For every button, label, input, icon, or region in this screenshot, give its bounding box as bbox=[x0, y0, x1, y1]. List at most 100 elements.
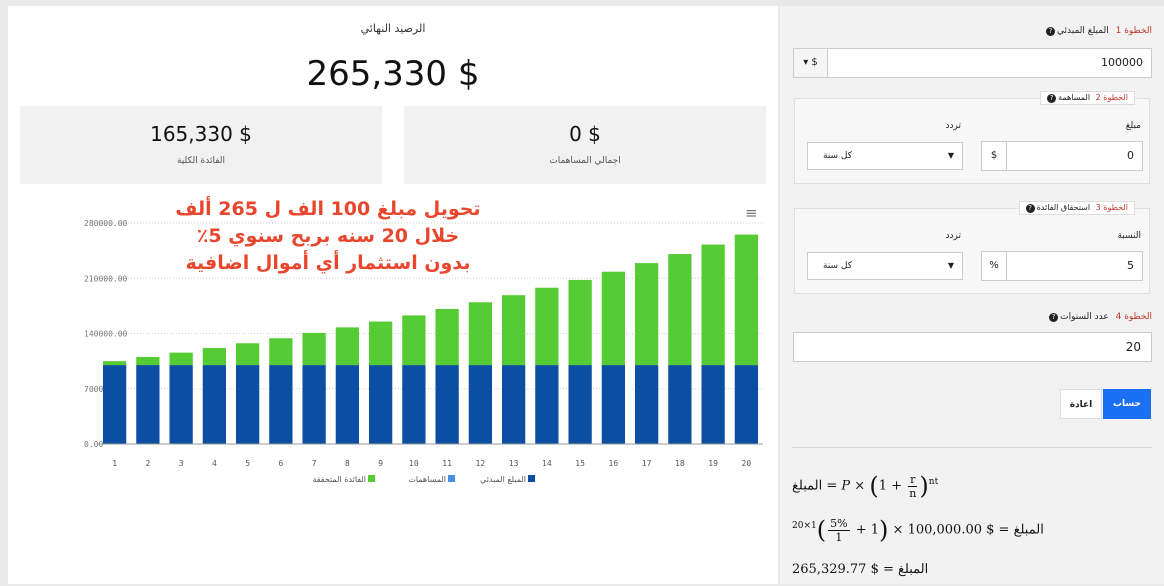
caret-down-icon: ▼ bbox=[947, 151, 954, 160]
formula-substituted: المبلغ = $ 100,000.00 × (1 + 5% 1)1×20 bbox=[792, 516, 1044, 544]
y-tick-label: 0.00 bbox=[84, 440, 103, 449]
bar-segment bbox=[202, 365, 227, 444]
currency-symbol: $ bbox=[811, 57, 818, 68]
bar-segment bbox=[235, 365, 260, 444]
caret-down-icon: ▾ bbox=[803, 57, 809, 68]
step3-title: الخطوة 3 استحقاق الفائدة? bbox=[1018, 201, 1135, 215]
step2-label: المساهمة bbox=[1058, 93, 1091, 102]
currency-dropdown[interactable]: ▾ $ bbox=[793, 48, 827, 78]
x-tick-label: 14 bbox=[542, 459, 552, 468]
interest-rate-input[interactable]: 5 bbox=[1007, 251, 1143, 281]
bar-segment bbox=[169, 352, 193, 366]
formula-general-exponent: nt bbox=[928, 477, 939, 488]
formula-substituted-n: 1 bbox=[835, 530, 843, 544]
step4-number: الخطوة 4 bbox=[1115, 312, 1152, 322]
bar-segment bbox=[202, 348, 227, 366]
bar-segment bbox=[535, 287, 559, 366]
legend-label: المبلغ المبدئي bbox=[480, 475, 526, 484]
x-tick-label: 17 bbox=[642, 459, 652, 468]
initial-amount-input[interactable]: 100000 bbox=[827, 48, 1152, 78]
bar-segment bbox=[235, 343, 260, 366]
contribution-frequency-select[interactable]: كل سنة ▼ bbox=[807, 142, 963, 170]
final-balance-value: 265,330 $ bbox=[306, 54, 480, 94]
divider bbox=[792, 447, 1152, 448]
legend-label: المساهمات bbox=[408, 475, 446, 484]
x-tick-label: 11 bbox=[442, 459, 452, 468]
results-panel: الرصيد النهائي 265,330 $ 165,330 $ الفائ… bbox=[8, 6, 778, 584]
total-interest-card: 165,330 $ الفائدة الكلية bbox=[20, 106, 382, 184]
step3-number: الخطوة 3 bbox=[1095, 203, 1128, 212]
interest-unit: % bbox=[981, 251, 1007, 281]
step1-title: الخطوة 1 المبلغ المبدئي? bbox=[1046, 26, 1152, 36]
bar-segment bbox=[734, 365, 759, 444]
interest-rate-label: النسبة bbox=[1117, 231, 1141, 241]
step4-label: عدد السنوات bbox=[1060, 312, 1109, 322]
contribution-amount-input[interactable]: 0 bbox=[1007, 141, 1143, 171]
step2-number: الخطوة 2 bbox=[1095, 93, 1128, 102]
total-contributions-card: 0 $ اجمالي المساهمات bbox=[404, 106, 766, 184]
help-icon[interactable]: ? bbox=[1046, 27, 1056, 36]
bar-segment bbox=[102, 365, 127, 444]
help-icon[interactable]: ? bbox=[1049, 313, 1059, 322]
formula-substituted-exponent: 1×20 bbox=[792, 521, 817, 532]
interest-frequency-select[interactable]: كل سنة ▼ bbox=[807, 252, 963, 280]
x-tick-label: 20 bbox=[742, 459, 752, 468]
bar-segment bbox=[368, 365, 393, 444]
bar-segment bbox=[535, 365, 559, 444]
total-interest-value: 165,330 $ bbox=[150, 122, 252, 146]
help-icon[interactable]: ? bbox=[1047, 94, 1057, 103]
x-tick-label: 9 bbox=[378, 459, 383, 468]
formula-general: المبلغ = P × (1 + r n)nt bbox=[792, 472, 939, 500]
formula-general-r: r bbox=[908, 472, 918, 487]
bar-segment bbox=[634, 365, 659, 444]
bar-segment bbox=[402, 365, 426, 444]
bar-segment bbox=[601, 271, 626, 366]
y-tick-label: 210000.00 bbox=[84, 274, 128, 283]
growth-chart: 0.0070000.00140000.00210000.00280000.001… bbox=[84, 219, 763, 484]
bar-segment bbox=[568, 279, 592, 366]
y-tick-label: 280000.00 bbox=[84, 219, 128, 228]
years-input[interactable]: 20 bbox=[793, 332, 1152, 362]
step1-number: الخطوة 1 bbox=[1115, 26, 1152, 36]
x-tick-label: 13 bbox=[509, 459, 519, 468]
y-tick-label: 140000.00 bbox=[84, 330, 128, 339]
bar-segment bbox=[136, 365, 160, 444]
interest-box: الخطوة 3 استحقاق الفائدة? النسبة تردد % … bbox=[794, 201, 1150, 294]
x-tick-label: 15 bbox=[575, 459, 585, 468]
bar-segment bbox=[302, 332, 326, 366]
x-tick-label: 8 bbox=[345, 459, 350, 468]
bar-segment bbox=[468, 302, 493, 366]
bar-segment bbox=[269, 338, 293, 366]
formula-substituted-prefix: $ 100,000.00 × bbox=[892, 522, 995, 538]
bar-segment bbox=[302, 365, 326, 444]
help-icon[interactable]: ? bbox=[1025, 204, 1035, 213]
total-interest-label: الفائدة الكلية bbox=[176, 156, 226, 166]
formula-general-prefix: P × bbox=[841, 478, 866, 494]
step4-title: الخطوة 4 عدد السنوات? bbox=[1049, 312, 1152, 322]
step3-label: استحقاق الفائدة bbox=[1036, 203, 1091, 212]
legend-swatch bbox=[528, 475, 535, 482]
bar-segment bbox=[435, 309, 459, 366]
chart-menu-icon[interactable]: ≡ bbox=[745, 204, 758, 222]
step1-label: المبلغ المبدئي bbox=[1057, 26, 1109, 36]
legend-swatch bbox=[368, 475, 375, 482]
bar-segment bbox=[701, 365, 725, 444]
total-contributions-value: 0 $ bbox=[569, 122, 601, 146]
final-balance-label: الرصيد النهائي bbox=[360, 22, 426, 35]
calculate-button[interactable]: حساب bbox=[1103, 389, 1151, 419]
contribution-amount-label: مبلغ bbox=[1125, 121, 1141, 131]
bar-segment bbox=[734, 234, 759, 366]
bar-segment bbox=[601, 365, 626, 444]
bar-segment bbox=[102, 361, 127, 366]
formula-result: المبلغ = $ 265,329.77 bbox=[792, 562, 929, 577]
contribution-frequency-value: كل سنة bbox=[822, 151, 852, 161]
reset-button[interactable]: اعادة bbox=[1060, 389, 1102, 419]
x-tick-label: 10 bbox=[409, 459, 419, 468]
bar-segment bbox=[335, 327, 360, 366]
annotation-line-2: خلال 20 سنه بربح سنوي 5٪ bbox=[196, 225, 460, 247]
bar-segment bbox=[136, 356, 160, 366]
bar-segment bbox=[701, 244, 725, 366]
formula-lhs: المبلغ bbox=[1013, 522, 1044, 538]
contribution-unit: $ bbox=[981, 141, 1007, 171]
contribution-box: الخطوة 2 المساهمة? مبلغ تردد $ 0 كل سنة … bbox=[794, 91, 1150, 184]
